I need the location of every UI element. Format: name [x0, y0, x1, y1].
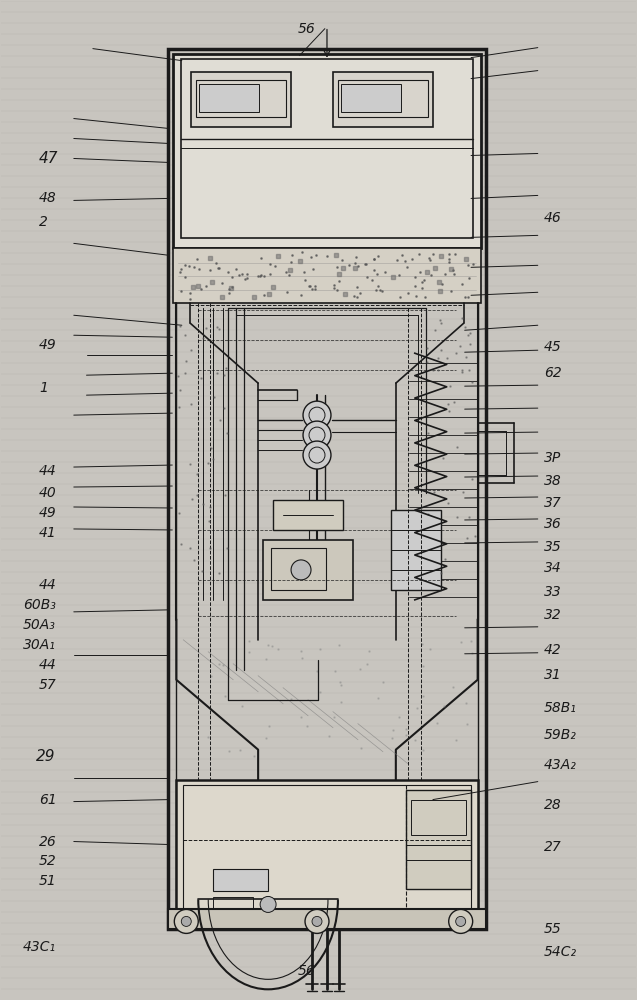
Bar: [168, 49, 485, 929]
Text: 26: 26: [39, 835, 57, 849]
Text: 59B₂: 59B₂: [544, 728, 577, 742]
Text: 62: 62: [544, 366, 562, 380]
Text: 33: 33: [544, 585, 562, 599]
Circle shape: [291, 560, 311, 580]
Text: 43A₂: 43A₂: [544, 758, 577, 772]
Text: 30A₁: 30A₁: [23, 638, 56, 652]
Bar: [199, 84, 259, 112]
Text: 3P: 3P: [544, 451, 561, 465]
Text: 56: 56: [298, 964, 316, 978]
Bar: [411, 800, 466, 835]
Circle shape: [303, 401, 331, 429]
Text: 2: 2: [39, 215, 48, 229]
Text: 43C₁: 43C₁: [23, 940, 56, 954]
Text: 56: 56: [298, 22, 316, 36]
Bar: [183, 785, 471, 914]
Text: 47: 47: [39, 151, 59, 166]
Circle shape: [303, 421, 331, 449]
Text: 35: 35: [544, 540, 562, 554]
Text: 60B₃: 60B₃: [23, 598, 56, 612]
Text: 46: 46: [544, 211, 562, 225]
Bar: [173, 54, 481, 248]
Text: 44: 44: [39, 658, 57, 672]
Text: 55: 55: [544, 922, 562, 936]
Text: 57: 57: [39, 678, 57, 692]
Text: 1: 1: [39, 381, 48, 395]
Text: 34: 34: [544, 561, 562, 575]
Bar: [213, 897, 253, 911]
Circle shape: [312, 916, 322, 926]
Text: 41: 41: [39, 526, 57, 540]
Text: 58B₁: 58B₁: [544, 701, 577, 715]
Text: 51: 51: [39, 874, 57, 888]
Circle shape: [305, 909, 329, 933]
Bar: [191, 72, 291, 127]
Bar: [173, 248, 481, 303]
Bar: [273, 500, 343, 530]
Bar: [271, 548, 326, 590]
Text: 44: 44: [39, 464, 57, 478]
Text: 45: 45: [544, 340, 562, 354]
Text: 37: 37: [544, 496, 562, 510]
Text: 49: 49: [39, 338, 57, 352]
Text: 54C₂: 54C₂: [544, 945, 577, 959]
Circle shape: [260, 896, 276, 912]
Text: 50A₃: 50A₃: [23, 618, 56, 632]
Text: 49: 49: [39, 506, 57, 520]
Circle shape: [455, 916, 466, 926]
Bar: [338, 80, 428, 117]
Text: 32: 32: [544, 608, 562, 622]
Circle shape: [182, 916, 191, 926]
Bar: [213, 869, 268, 891]
Bar: [182, 59, 473, 238]
Text: 29: 29: [36, 749, 55, 764]
Bar: [391, 510, 441, 590]
Text: 61: 61: [39, 793, 57, 807]
Text: 48: 48: [39, 191, 57, 205]
Text: 36: 36: [544, 517, 562, 531]
Circle shape: [303, 441, 331, 469]
Text: 40: 40: [39, 486, 57, 500]
Circle shape: [448, 909, 473, 933]
Bar: [176, 780, 478, 919]
Text: 27: 27: [544, 840, 562, 854]
Text: 44: 44: [39, 578, 57, 592]
Bar: [333, 72, 433, 127]
Text: 52: 52: [39, 854, 57, 868]
Bar: [341, 84, 401, 112]
Text: 38: 38: [544, 474, 562, 488]
Bar: [168, 909, 485, 929]
Text: 28: 28: [544, 798, 562, 812]
Text: 31: 31: [544, 668, 562, 682]
Bar: [176, 57, 478, 921]
Bar: [263, 540, 353, 600]
Text: 42: 42: [544, 643, 562, 657]
Bar: [196, 80, 286, 117]
Circle shape: [175, 909, 198, 933]
Bar: [406, 790, 471, 889]
